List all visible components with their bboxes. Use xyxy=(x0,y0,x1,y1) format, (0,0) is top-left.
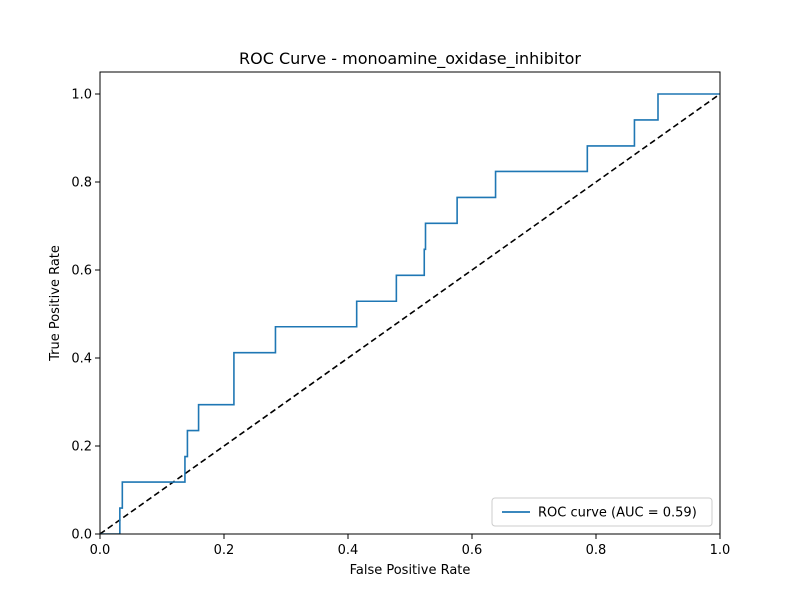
roc-series-line-0 xyxy=(100,93,720,534)
y-tick-label: 0.2 xyxy=(71,440,92,455)
y-axis-label: True Positive Rate xyxy=(48,245,63,362)
axes-frame xyxy=(99,71,721,535)
legend-box xyxy=(491,497,713,527)
y-tick-label: 0.8 xyxy=(71,176,92,191)
x-axis-label: False Positive Rate xyxy=(350,563,471,578)
y-tick-label: 0.4 xyxy=(71,352,92,367)
x-tick-label: 0.0 xyxy=(90,543,111,558)
legend: ROC curve (AUC = 0.59) xyxy=(491,497,713,527)
x-tick-label: 0.8 xyxy=(586,543,607,558)
legend-label-0: ROC curve (AUC = 0.59) xyxy=(538,506,697,521)
y-tick-label: 0.6 xyxy=(71,264,92,279)
x-tick-label: 1.0 xyxy=(710,543,731,558)
chart-title: ROC Curve - monoamine_oxidase_inhibitor xyxy=(239,49,581,69)
y-tick-label: 0.0 xyxy=(71,528,92,543)
plot-area: 0.0 0.2 0.4 0.6 0.8 1.0 0.0 0.2 0.4 0.6 0.8 1.0 xyxy=(71,71,731,558)
x-tick-label: 0.2 xyxy=(214,543,235,558)
reference-diagonal-line xyxy=(100,93,720,534)
x-tick-label: 0.4 xyxy=(338,543,359,558)
y-tick-label: 1.0 xyxy=(71,88,92,103)
x-tick-label: 0.6 xyxy=(462,543,483,558)
